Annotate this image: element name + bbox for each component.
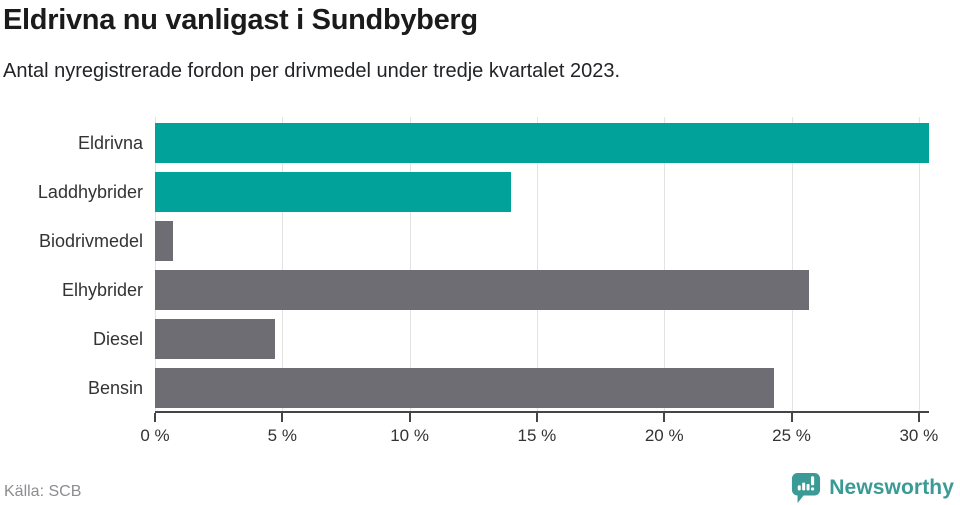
bar-chart-plot-area: Eldrivna Laddhybrider Biodrivmedel Elhybrid…: [0, 117, 960, 452]
bar: [155, 368, 774, 408]
x-tick: [790, 413, 793, 422]
chart-subtitle: Antal nyregistrerade fordon per drivmede…: [3, 60, 621, 82]
chart-title: Eldrivna nu vanligast i Sundbyberg: [3, 4, 478, 36]
category-label: Laddhybrider: [37, 182, 143, 202]
gridline: [282, 117, 284, 412]
bar: [155, 123, 929, 163]
gridline: [791, 117, 793, 412]
x-axis-line: [155, 411, 929, 413]
gridline: [664, 117, 666, 412]
source-note: Källa: SCB: [4, 483, 82, 500]
gridline: [918, 117, 920, 412]
x-tick: [281, 413, 284, 422]
x-tick-label: 5 %: [267, 426, 297, 445]
category-label: Biodrivmedel: [38, 231, 143, 251]
x-tick-label: 10 %: [390, 426, 429, 445]
bar: [155, 172, 512, 212]
gridline: [409, 117, 411, 412]
x-tick-label: 30 %: [899, 426, 939, 445]
category-label: Diesel: [92, 329, 143, 349]
category-label: Bensin: [87, 378, 143, 398]
x-tick-label: 25 %: [772, 426, 811, 445]
x-tick-label: 15 %: [517, 426, 557, 445]
bar: [155, 270, 810, 310]
x-tick: [154, 413, 156, 422]
bar: [155, 319, 275, 359]
category-label: Eldrivna: [77, 133, 143, 153]
bar: [155, 221, 173, 261]
x-tick-label: 20 %: [644, 426, 684, 445]
gridline: [536, 117, 538, 412]
gridline: [155, 117, 156, 412]
x-tick: [663, 413, 666, 422]
x-tick-label: 0 %: [140, 426, 170, 445]
newsworthy-brand-name: Newsworthy: [829, 476, 954, 499]
x-tick: [408, 413, 411, 422]
category-label: Elhybrider: [61, 280, 143, 300]
x-tick: [535, 413, 538, 422]
x-tick: [917, 413, 920, 422]
newsworthy-logo-icon: [792, 473, 821, 503]
newsworthy-brand: Newsworthy: [791, 472, 954, 504]
